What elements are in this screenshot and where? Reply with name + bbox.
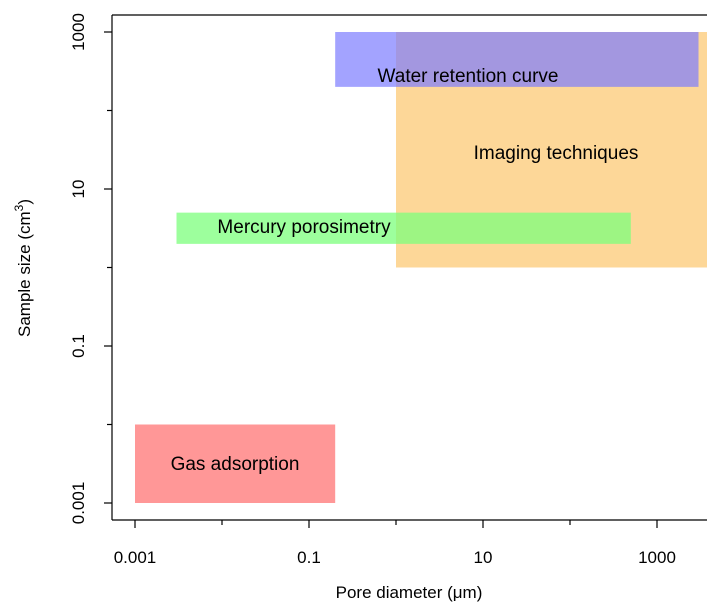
- x-tick-label: 10: [474, 548, 493, 567]
- axes-layer: 0.001 0.1 10 1000 0.001 0.1 10 1000: [69, 13, 707, 567]
- region-label-mercury-porosimetry: Mercury porosimetry: [217, 217, 391, 238]
- region-gas-adsorption: [135, 424, 336, 503]
- region-label-water-retention-curve: Water retention curve: [378, 66, 559, 87]
- x-axis-title: Pore diameter (μm): [336, 583, 483, 602]
- region-label-imaging-techniques: Imaging techniques: [474, 143, 639, 164]
- y-tick-label: 0.001: [69, 482, 88, 525]
- x-tick-label: 0.001: [114, 548, 157, 567]
- x-tick-label: 1000: [638, 548, 676, 567]
- region-label-gas-adsorption: Gas adsorption: [171, 454, 300, 475]
- region-water-retention-curve: [335, 32, 699, 87]
- y-tick-label: 0.1: [69, 334, 88, 358]
- labels-layer: Imaging techniques Water retention curve M…: [171, 66, 639, 475]
- y-tick-label: 1000: [69, 13, 88, 51]
- y-axis-title-suffix: ): [15, 199, 34, 205]
- y-axis-title-superscript: 3: [12, 204, 26, 211]
- x-tick-label: 0.1: [297, 548, 321, 567]
- y-axis-title-main: Sample size (cm: [15, 211, 34, 337]
- y-tick-label: 10: [69, 180, 88, 199]
- region-mercury-porosimetry: [176, 212, 631, 244]
- y-axis-title: Sample size (cm3): [12, 199, 34, 337]
- regions-layer: [135, 32, 707, 503]
